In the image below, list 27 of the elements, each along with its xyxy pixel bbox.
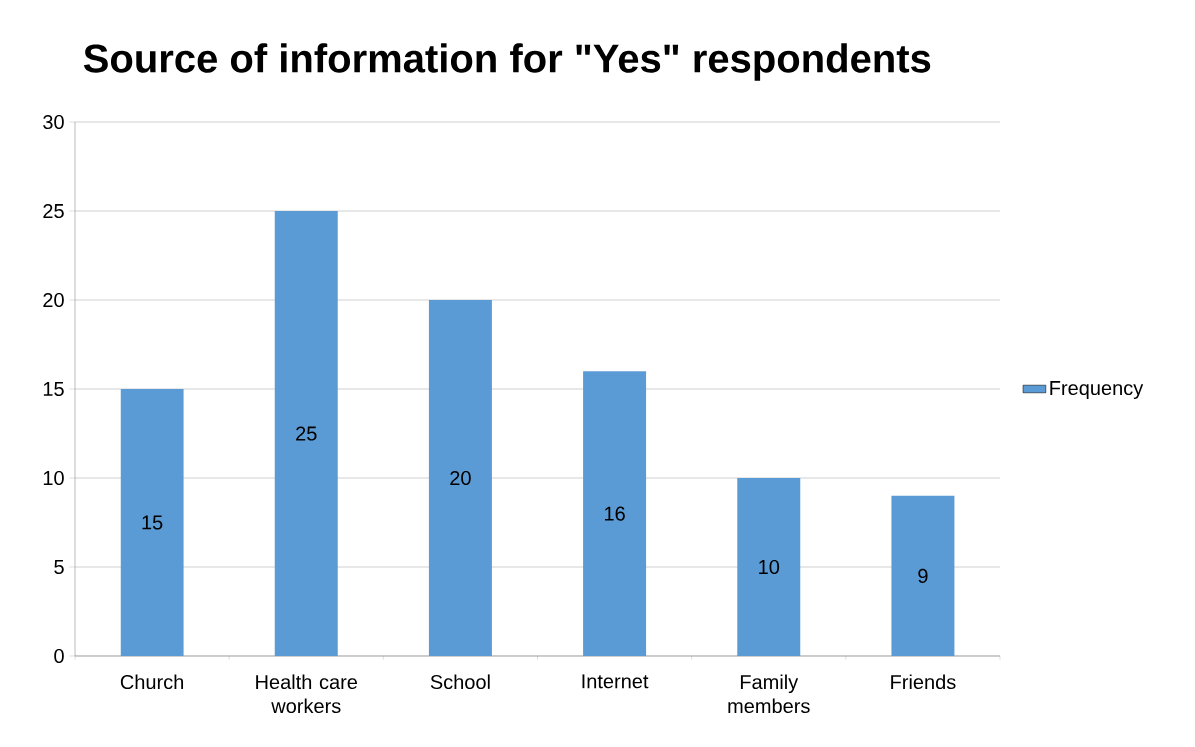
data-label: 20	[450, 470, 471, 486]
y-tick-label: 10	[43, 470, 64, 486]
x-tick-label: Church	[120, 674, 184, 690]
data-label: 9	[918, 568, 928, 583]
bar	[737, 478, 801, 656]
bar	[274, 211, 338, 656]
bar	[583, 371, 647, 656]
bar	[891, 495, 955, 656]
y-tick-label: 0	[54, 648, 64, 664]
data-label: 10	[759, 559, 780, 575]
legend-label: Frequency	[1050, 381, 1144, 400]
y-tick-label: 5	[54, 560, 64, 574]
data-label: 16	[605, 506, 625, 521]
x-tick-label: Internet	[582, 674, 649, 689]
bar	[428, 300, 492, 656]
y-tick-label: 15	[43, 382, 64, 396]
chart-title: Source of information for "Yes" respondents	[83, 43, 931, 81]
x-tick-label: Family members	[728, 674, 810, 714]
bar	[120, 389, 184, 656]
x-tick-label: School	[430, 674, 490, 690]
data-label: 25	[296, 426, 317, 441]
x-tick-label: Health care workers	[256, 674, 358, 714]
data-label: 15	[142, 515, 163, 530]
y-tick-label: 25	[43, 203, 64, 219]
x-tick-label: Friends	[891, 674, 956, 690]
y-tick-label: 20	[43, 292, 64, 308]
y-tick-label: 30	[43, 114, 64, 130]
